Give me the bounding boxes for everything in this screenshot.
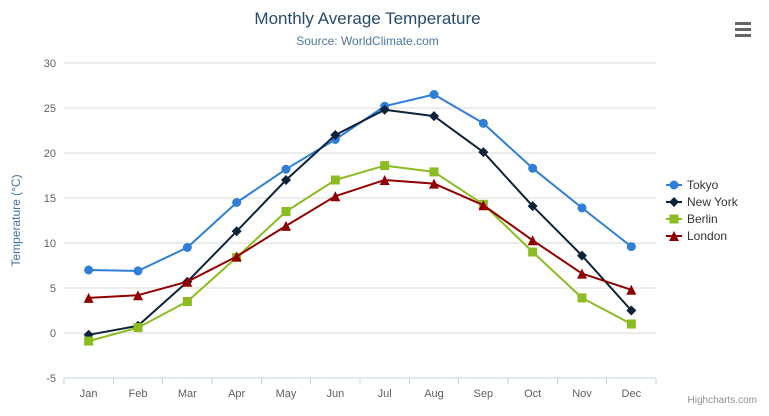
series-berlin-point[interactable] [528, 247, 538, 257]
y-axis-label: 20 [44, 148, 56, 160]
series-tokyo-point[interactable] [133, 266, 143, 276]
series-london-point[interactable] [478, 200, 489, 211]
series-berlin-point[interactable] [133, 323, 143, 333]
legend-marker-square-icon [666, 214, 682, 223]
series-new-york-point[interactable] [281, 175, 291, 185]
series-new-york-line[interactable] [87, 108, 633, 336]
series-new-york-point[interactable] [379, 104, 390, 115]
legend-item-berlin[interactable]: Berlin [666, 210, 738, 227]
series-new-york-point[interactable] [231, 226, 242, 237]
legend-item-tokyo[interactable]: Tokyo [666, 176, 738, 193]
series-london-line[interactable] [87, 179, 633, 299]
x-axis-label-nov: Nov [572, 388, 592, 400]
legend-label: New York [687, 194, 738, 209]
context-menu-button[interactable] [732, 21, 754, 38]
series-london-point[interactable] [133, 290, 143, 301]
x-axis-label-feb: Feb [129, 388, 148, 400]
series-berlin-point[interactable] [182, 297, 192, 306]
x-axis-label-dec: Dec [622, 388, 642, 400]
legend-item-london[interactable]: London [666, 227, 738, 244]
series-tokyo[interactable] [84, 90, 636, 276]
y-axis-label: -5 [46, 373, 56, 385]
series-new-york-point[interactable] [626, 305, 637, 316]
series-london-point[interactable] [527, 235, 538, 246]
credits-link[interactable]: Highcharts.com [687, 395, 757, 406]
series-new-york-point[interactable] [429, 111, 439, 122]
x-axis-label-jun: Jun [326, 388, 344, 400]
series-berlin-line[interactable] [87, 164, 633, 343]
series-london-point[interactable] [231, 251, 242, 262]
series-tokyo-point[interactable] [84, 265, 94, 275]
y-axis-label: 10 [44, 238, 56, 250]
hamburger-icon [735, 22, 751, 25]
series-tokyo-point[interactable] [281, 164, 291, 174]
legend-item-new-york[interactable]: New York [666, 193, 738, 210]
y-axis-label: 25 [44, 103, 56, 115]
hamburger-icon [735, 34, 751, 37]
x-axis-label-jan: Jan [80, 388, 98, 400]
series-london-point[interactable] [281, 220, 291, 231]
x-axis-label-may: May [276, 388, 297, 400]
series-london-point[interactable] [429, 178, 439, 189]
y-axis-label: 15 [44, 193, 56, 205]
series-tokyo-point[interactable] [429, 90, 439, 99]
x-axis-label-jul: Jul [378, 388, 392, 400]
series-london-point[interactable] [626, 284, 637, 295]
series-tokyo-point[interactable] [626, 242, 636, 252]
x-axis-label-sep: Sep [474, 388, 494, 400]
legend: Tokyo New York Berlin London [666, 176, 738, 244]
legend-marker-circle-icon [666, 180, 682, 189]
series-berlin-point[interactable] [84, 336, 94, 346]
series-tokyo-point[interactable] [232, 198, 242, 207]
chart-subtitle: Source: WorldClimate.com [296, 34, 439, 48]
series-tokyo-point[interactable] [577, 203, 587, 213]
chart-title: Monthly Average Temperature [254, 9, 481, 28]
hamburger-icon [735, 28, 751, 31]
y-axis-title: Temperature (°C) [9, 174, 23, 266]
series-berlin-point[interactable] [330, 175, 340, 185]
series-berlin-point[interactable] [626, 319, 636, 329]
legend-label: London [687, 228, 728, 243]
series-london-point[interactable] [330, 191, 341, 202]
y-axis-label: 5 [50, 283, 56, 295]
y-axis-label: 30 [44, 58, 56, 70]
legend-label: Berlin [687, 211, 718, 226]
series-tokyo-point[interactable] [182, 243, 192, 252]
series-tokyo-point[interactable] [528, 163, 538, 173]
series-tokyo-line[interactable] [87, 93, 633, 272]
legend-label: Tokyo [687, 177, 719, 192]
x-axis-label-oct: Oct [524, 388, 541, 400]
y-axis-label: 0 [50, 328, 56, 340]
series-tokyo-point[interactable] [478, 118, 488, 128]
series-berlin-point[interactable] [429, 167, 439, 177]
series-berlin-point[interactable] [380, 161, 390, 171]
legend-marker-diamond-icon [666, 196, 682, 207]
series-berlin-point[interactable] [281, 207, 291, 216]
series-new-york[interactable] [83, 104, 637, 340]
series-london-point[interactable] [577, 268, 587, 279]
series-new-york-point[interactable] [577, 250, 587, 261]
series-new-york-point[interactable] [478, 147, 489, 158]
series-london-point[interactable] [379, 175, 390, 185]
series-berlin-point[interactable] [577, 293, 587, 303]
series-new-york-point[interactable] [527, 201, 538, 212]
series-london-point[interactable] [182, 276, 193, 287]
series-london[interactable] [83, 175, 637, 303]
series-new-york-point[interactable] [330, 130, 341, 140]
legend-marker-triangle-icon [666, 230, 682, 241]
x-axis-label-mar: Mar [178, 388, 197, 400]
x-axis-label-apr: Apr [228, 388, 245, 400]
series-london-point[interactable] [83, 292, 94, 303]
x-axis-label-aug: Aug [424, 388, 444, 400]
